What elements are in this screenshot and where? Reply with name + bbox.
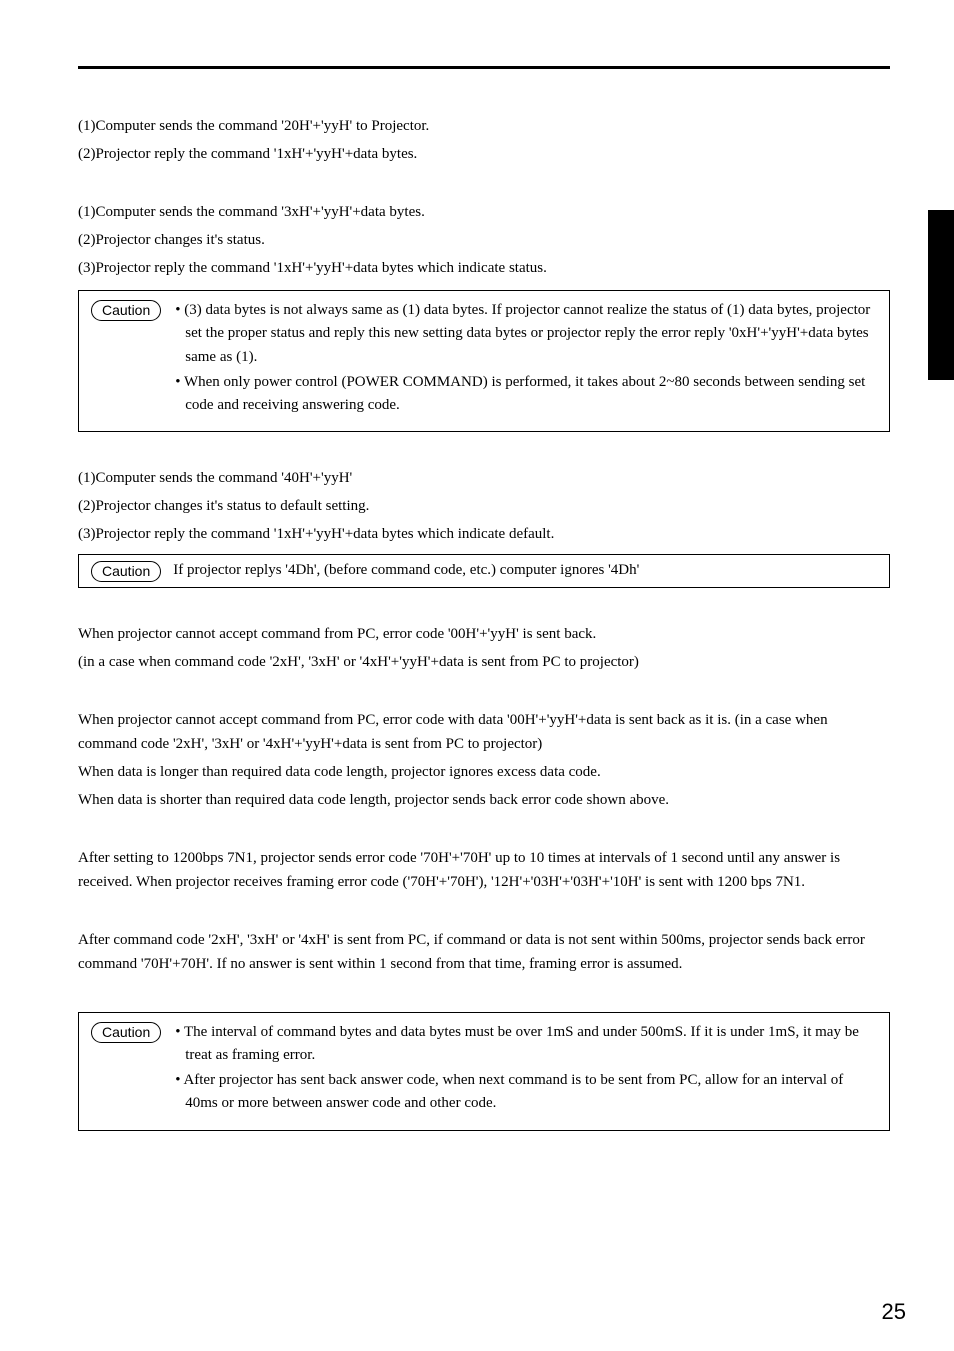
caution-box-1: Caution • (3) data bytes is not always s… <box>78 290 890 432</box>
page-number: 25 <box>882 1299 906 1325</box>
section-g-line1: After command code '2xH', '3xH' or '4xH'… <box>78 928 890 976</box>
section-c-line1: (1)Computer sends the command '40H'+'yyH… <box>78 466 890 490</box>
section-e-line2: When data is longer than required data c… <box>78 760 890 784</box>
caution-label: Caution <box>91 561 161 582</box>
caution3-bullet2: • After projector has sent back answer c… <box>173 1069 877 1116</box>
caution1-bullet1: • (3) data bytes is not always same as (… <box>173 299 877 369</box>
section-c-line2: (2)Projector changes it's status to defa… <box>78 494 890 518</box>
section-c-line3: (3)Projector reply the command '1xH'+'yy… <box>78 522 890 546</box>
section-a-line2: (2)Projector reply the command '1xH'+'yy… <box>78 142 890 166</box>
caution-text: • (3) data bytes is not always same as (… <box>173 299 877 419</box>
section-b-line3: (3)Projector reply the command '1xH'+'yy… <box>78 256 890 280</box>
section-e-line1: When projector cannot accept command fro… <box>78 708 890 756</box>
top-rule <box>78 66 890 69</box>
caution-label: Caution <box>91 1022 161 1043</box>
caution3-bullet1: • The interval of command bytes and data… <box>173 1021 877 1068</box>
section-d-line2: (in a case when command code '2xH', '3xH… <box>78 650 890 674</box>
caution-text: • The interval of command bytes and data… <box>173 1021 877 1118</box>
section-b-line1: (1)Computer sends the command '3xH'+'yyH… <box>78 200 890 224</box>
section-e-line3: When data is shorter than required data … <box>78 788 890 812</box>
caution2-text: If projector replys '4Dh', (before comma… <box>173 559 877 582</box>
section-d-line1: When projector cannot accept command fro… <box>78 622 890 646</box>
caution1-bullet2: • When only power control (POWER COMMAND… <box>173 371 877 418</box>
side-tab-marker <box>928 210 954 380</box>
caution-box-3: Caution • The interval of command bytes … <box>78 1012 890 1131</box>
caution-label: Caution <box>91 300 161 321</box>
section-b-line2: (2)Projector changes it's status. <box>78 228 890 252</box>
caution-box-2: Caution If projector replys '4Dh', (befo… <box>78 554 890 587</box>
section-f-line1: After setting to 1200bps 7N1, projector … <box>78 846 890 894</box>
section-a-line1: (1)Computer sends the command '20H'+'yyH… <box>78 114 890 138</box>
